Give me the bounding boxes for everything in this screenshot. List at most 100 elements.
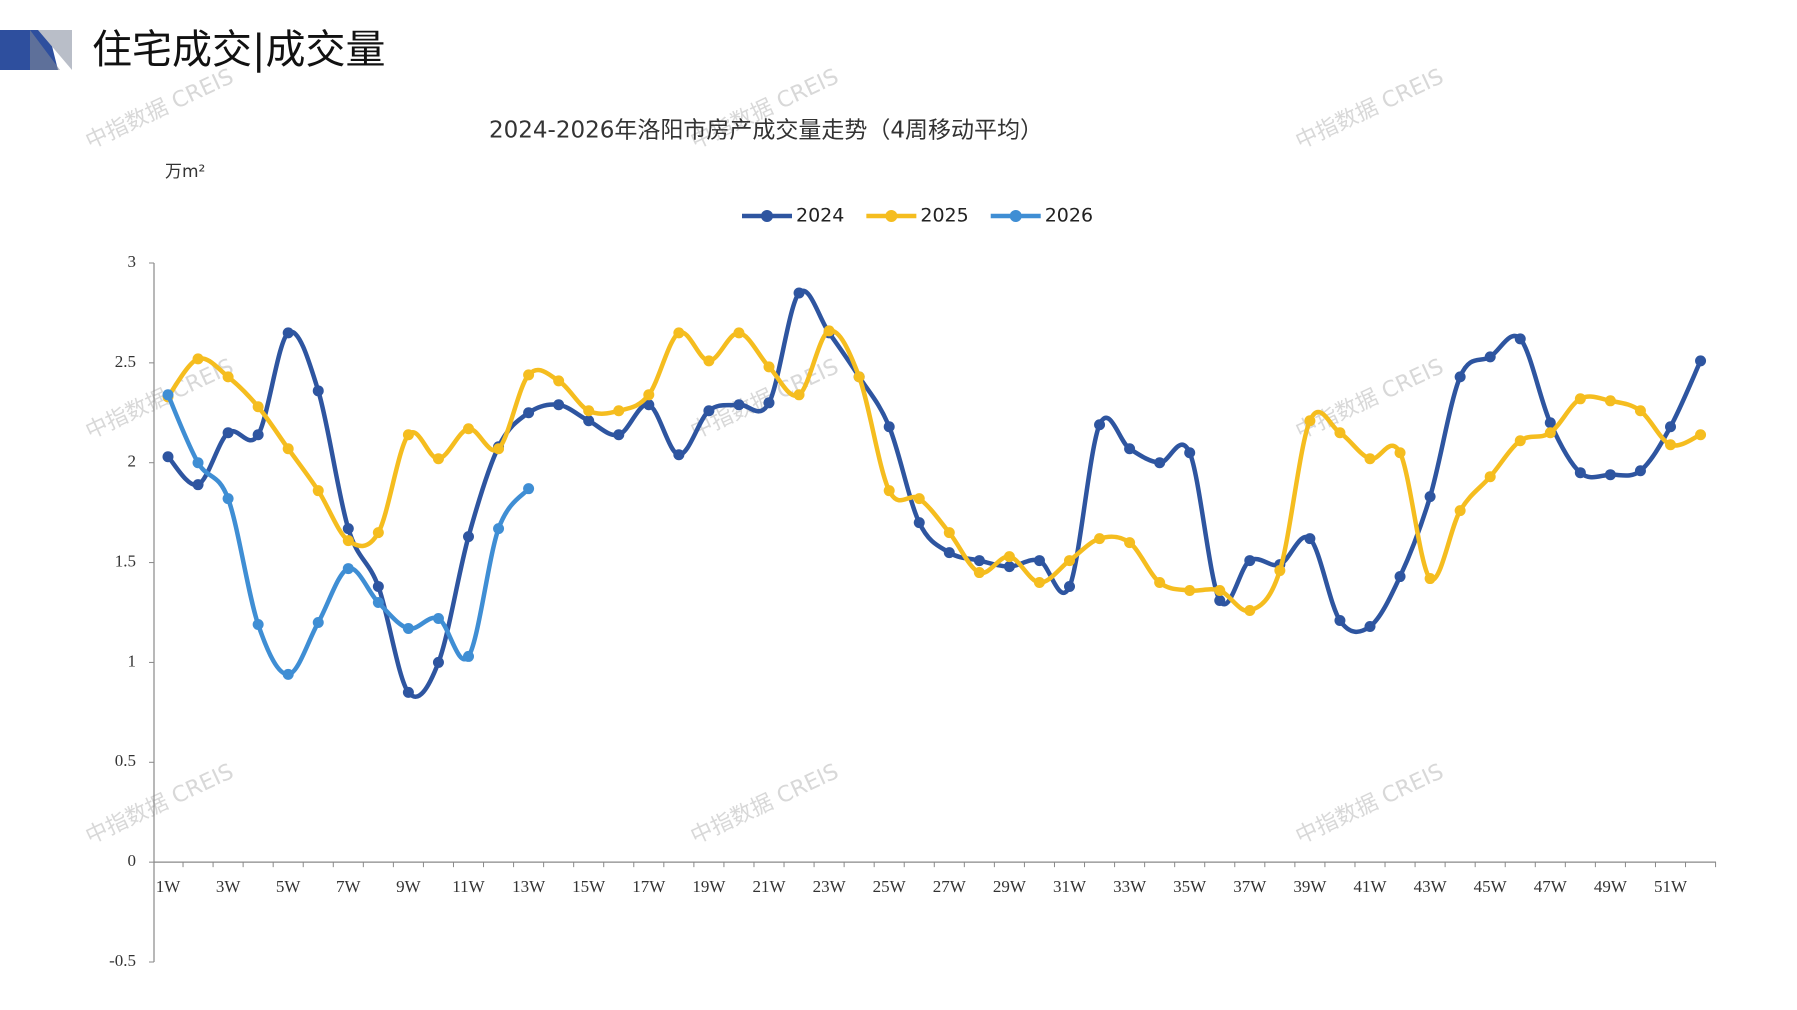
header-icon — [38, 30, 72, 70]
data-point — [553, 399, 565, 411]
data-point — [192, 479, 204, 491]
data-point — [1604, 469, 1616, 481]
data-point — [1394, 447, 1406, 459]
data-point — [1695, 429, 1707, 441]
data-point — [553, 375, 565, 387]
data-point — [523, 407, 535, 419]
data-point — [1003, 561, 1015, 573]
data-point — [793, 389, 805, 401]
data-point — [613, 429, 625, 441]
data-point — [1154, 577, 1166, 589]
data-point — [943, 527, 955, 539]
legend-swatch — [761, 210, 773, 222]
x-tick-label: 13W — [512, 877, 546, 896]
x-tick-label: 17W — [632, 877, 666, 896]
x-tick-label: 51W — [1654, 877, 1688, 896]
data-point — [1003, 551, 1015, 563]
data-point — [1484, 471, 1496, 483]
data-point — [432, 453, 444, 465]
data-point — [1244, 555, 1256, 567]
data-point — [402, 429, 414, 441]
data-point — [853, 371, 865, 383]
x-tick-label: 37W — [1233, 877, 1267, 896]
data-point — [252, 401, 264, 413]
data-point — [1544, 417, 1556, 429]
data-point — [222, 427, 234, 439]
y-tick-label: 0 — [128, 851, 137, 870]
x-tick-label: 41W — [1353, 877, 1387, 896]
data-point — [1424, 491, 1436, 503]
data-point — [703, 405, 715, 417]
data-point — [372, 527, 384, 539]
legend-label: 2024 — [796, 205, 844, 227]
data-point — [463, 531, 474, 543]
x-tick-label: 7W — [336, 877, 362, 896]
y-tick-label: -0.5 — [109, 951, 136, 970]
data-point — [523, 369, 535, 381]
x-tick-label: 1W — [156, 877, 182, 896]
watermark: 中指数据 CREIS — [1292, 64, 1448, 154]
x-tick-label: 21W — [752, 877, 786, 896]
x-tick-label: 27W — [933, 877, 967, 896]
x-tick-label: 15W — [572, 877, 606, 896]
x-tick-label: 33W — [1113, 877, 1147, 896]
data-point — [583, 405, 595, 417]
legend-swatch — [885, 210, 898, 222]
data-point — [432, 612, 444, 624]
legend-label: 2026 — [1045, 205, 1093, 227]
data-point — [402, 686, 414, 698]
y-tick-label: 1 — [128, 651, 137, 670]
data-point — [913, 517, 925, 529]
data-point — [943, 547, 955, 559]
data-point — [282, 327, 294, 339]
y-tick-label: 1.5 — [115, 551, 136, 570]
data-point — [1665, 421, 1676, 433]
x-tick-label: 43W — [1414, 877, 1448, 896]
data-point — [1244, 605, 1256, 617]
data-point — [222, 493, 234, 505]
data-point — [733, 327, 745, 339]
data-point — [1334, 614, 1346, 626]
x-tick-label: 35W — [1173, 877, 1207, 896]
data-point — [883, 485, 895, 497]
header-icon — [30, 30, 60, 70]
x-tick-label: 29W — [993, 877, 1027, 896]
data-point — [973, 555, 985, 567]
data-point — [913, 493, 925, 505]
data-point — [973, 567, 985, 579]
data-point — [312, 616, 324, 628]
data-point — [1214, 595, 1226, 607]
x-tick-label: 9W — [396, 877, 422, 896]
y-tick-label: 2 — [128, 452, 137, 471]
data-point — [1033, 577, 1045, 589]
data-point — [1064, 581, 1075, 593]
data-point — [1574, 467, 1586, 479]
y-axis-label: 万m² — [165, 162, 205, 182]
data-point — [763, 397, 775, 409]
data-point — [1304, 415, 1316, 427]
x-tick-label: 5W — [276, 877, 302, 896]
y-tick-label: 3 — [128, 252, 137, 271]
data-point — [282, 668, 294, 680]
data-point — [1424, 573, 1436, 585]
watermark: 中指数据 CREIS — [82, 354, 238, 444]
watermark: 中指数据 CREIS — [1292, 354, 1448, 444]
data-point — [883, 421, 895, 433]
data-point — [733, 399, 745, 411]
data-point — [493, 523, 505, 535]
data-point — [1454, 371, 1466, 383]
data-point — [342, 563, 354, 575]
watermark: 中指数据 CREIS — [687, 759, 843, 849]
data-point — [282, 443, 294, 455]
data-point — [1184, 585, 1196, 597]
data-point — [1364, 453, 1376, 465]
data-point — [1574, 393, 1586, 405]
data-point — [643, 389, 655, 401]
data-point — [493, 443, 505, 455]
data-point — [1484, 351, 1496, 363]
data-point — [583, 415, 595, 427]
chart-title: 2024-2026年洛阳市房产成交量走势（4周移动平均） — [489, 118, 1043, 144]
data-point — [312, 385, 324, 397]
data-point — [1124, 537, 1136, 549]
data-point — [1124, 443, 1136, 455]
